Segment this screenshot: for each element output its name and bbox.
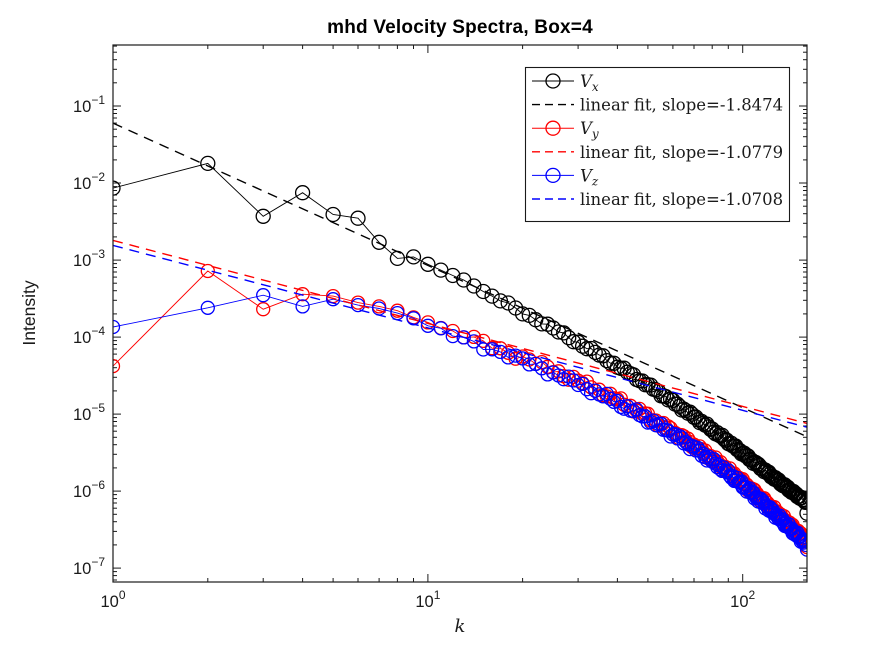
chart-title: mhd Velocity Spectra, Box=4: [327, 17, 593, 38]
x-tick-labels: 100 101 102: [100, 588, 755, 611]
legend-label-vz: Vz: [580, 166, 599, 188]
svg-text:10−7: 10−7: [73, 555, 105, 578]
fit-line-0: [113, 122, 807, 438]
plot-box: [112, 44, 808, 583]
svg-text:10−5: 10−5: [73, 401, 105, 424]
svg-text:10−4: 10−4: [73, 324, 105, 347]
svg-text:10−6: 10−6: [73, 478, 105, 501]
svg-text:10−2: 10−2: [73, 170, 105, 193]
x-axis-label: k: [454, 616, 466, 637]
series-vz: [113, 288, 807, 557]
y-tick-labels: 10−1 10−2 10−3 10−4 10−5 10−6 10−7: [73, 93, 105, 578]
legend-label-fit: linear fit, slope=-1.0708: [580, 190, 783, 209]
svg-text:102: 102: [730, 588, 755, 611]
legend-marker-z: [545, 167, 561, 184]
svg-text:101: 101: [415, 588, 440, 611]
svg-text:10−1: 10−1: [73, 93, 105, 116]
legend-label-vx: Vx: [580, 72, 599, 94]
series-vx: [113, 155, 807, 521]
svg-text:10−3: 10−3: [73, 247, 105, 270]
legend-label-fit: linear fit, slope=-1.8474: [580, 96, 783, 115]
legend-marker-y: [545, 120, 561, 136]
fit-line-1: [113, 239, 807, 425]
legend-label-vy: Vy: [580, 119, 599, 141]
fit-line-2: [113, 244, 807, 428]
legend-label-fit: linear fit, slope=-1.0779: [580, 143, 783, 162]
legend-marker-x: [545, 73, 561, 89]
svg-text:100: 100: [100, 588, 125, 611]
legend: Vx linear fit, slope=-1.8474 Vy linear fit,…: [524, 66, 791, 223]
y-axis-label: Intensity: [19, 280, 39, 346]
